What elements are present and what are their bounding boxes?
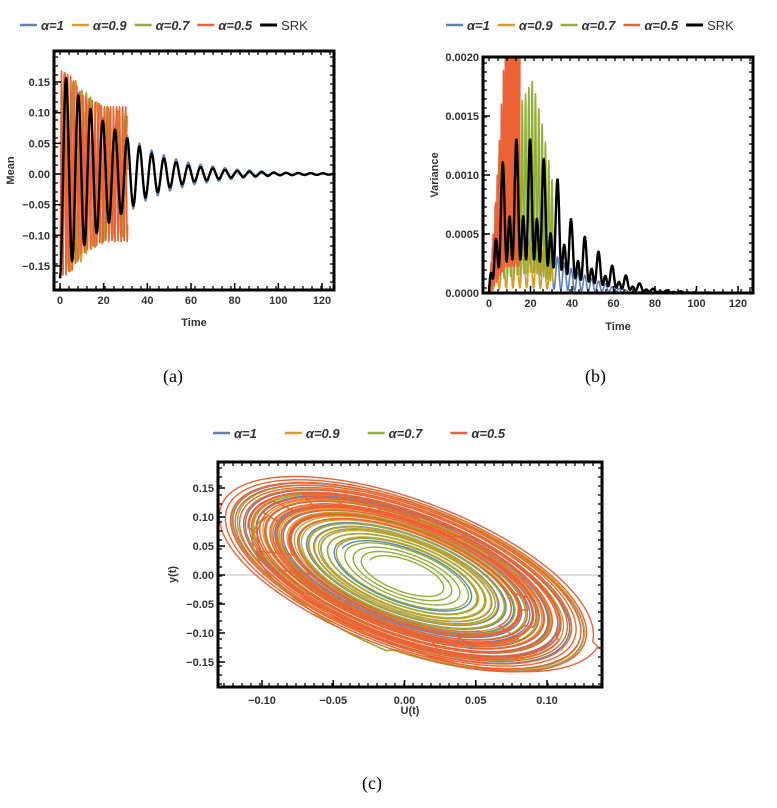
legend-item: α=1	[213, 426, 257, 441]
legend-item: α=1	[446, 18, 490, 33]
y-tick-label: 0.00	[193, 570, 214, 582]
y-axis-label: Mean	[5, 156, 17, 184]
legend-label: α=1	[234, 426, 257, 441]
series-line-05	[218, 475, 599, 673]
legend-item: α=0.5	[197, 18, 253, 33]
y-tick-label: −0.05	[186, 599, 214, 611]
legend: α=1 α=0.9 α=0.7 α=0.5 SRK	[20, 18, 308, 33]
legend-label: α=0.9	[93, 18, 127, 33]
chart-b: 0 20 40 60 80 100 120 0.0000 0.0005 0.0010 0.0015 0…	[429, 18, 755, 333]
series-line-05	[488, 57, 521, 293]
y-tick-label: 0.00	[29, 169, 50, 181]
y-tick-label: −0.10	[186, 628, 214, 640]
x-tick-label: 0.10	[536, 695, 557, 707]
x-tick-label: 60	[185, 295, 197, 307]
legend-item: SRK	[260, 18, 308, 33]
y-tick-label: 0.0020	[445, 52, 479, 64]
series-line-SRK	[58, 77, 334, 279]
legend-item: α=0.9	[71, 18, 127, 33]
x-tick-label: 20	[524, 298, 536, 310]
caption-a: (a)	[163, 366, 183, 386]
y-tick-label: 0.0000	[445, 288, 479, 300]
plot-area	[218, 475, 602, 673]
y-tick-label: −0.15	[22, 261, 50, 273]
y-tick-label: 0.0015	[445, 111, 479, 123]
x-tick-label: 120	[313, 295, 331, 307]
legend: α=1 α=0.9 α=0.7 α=0.5	[213, 426, 506, 441]
legend-item: α=0.7	[367, 426, 423, 441]
x-tick-label: 120	[729, 298, 747, 310]
legend-label: α=0.7	[389, 426, 423, 441]
x-axis-label: Time	[181, 317, 206, 329]
legend-label: α=1	[41, 18, 64, 33]
x-axis-label: U(t)	[401, 705, 420, 717]
legend-label: α=0.9	[519, 18, 553, 33]
chart-c: −0.10 −0.05 0.00 0.05 0.10 −0.15 −0.10 −0.05 0.0…	[167, 426, 604, 717]
x-tick-label: −0.10	[248, 695, 276, 707]
x-tick-label: 60	[607, 298, 619, 310]
y-tick-label: −0.15	[186, 657, 214, 669]
x-tick-label: 80	[649, 298, 661, 310]
legend-label: α=0.7	[582, 18, 616, 33]
legend-label: α=1	[467, 18, 490, 33]
y-tick-label: 0.10	[29, 108, 50, 120]
caption-c: (c)	[362, 773, 382, 793]
x-tick-label: 0	[57, 295, 63, 307]
legend-label: SRK	[281, 18, 308, 33]
x-tick-label: 20	[98, 295, 110, 307]
y-tick-label: 0.15	[29, 77, 50, 89]
legend-item: α=0.7	[560, 18, 616, 33]
y-tick-label: 0.15	[193, 483, 214, 495]
x-axis-label: Time	[605, 321, 630, 333]
x-tick-label: 100	[269, 295, 287, 307]
legend-item: α=1	[20, 18, 64, 33]
legend-item: α=0.9	[497, 18, 553, 33]
legend-label: α=0.9	[306, 426, 340, 441]
legend-label: SRK	[707, 18, 734, 33]
x-tick-label: 40	[141, 295, 153, 307]
x-tick-label: 40	[566, 298, 578, 310]
legend-item: α=0.5	[623, 18, 679, 33]
x-tick-label: −0.05	[319, 695, 347, 707]
legend-label: α=0.5	[471, 426, 505, 441]
y-axis-label: y(t)	[167, 566, 179, 583]
legend-label: α=0.5	[218, 18, 252, 33]
y-tick-label: 0.0010	[445, 170, 479, 182]
legend-item: SRK	[686, 18, 734, 33]
x-tick-label: 0	[486, 298, 492, 310]
plot-area	[487, 57, 753, 293]
series-line-05	[59, 70, 129, 279]
y-tick-label: −0.05	[22, 200, 50, 212]
x-tick-label: 100	[687, 298, 705, 310]
legend-label: α=0.5	[644, 18, 678, 33]
legend-item: α=0.5	[450, 426, 506, 441]
legend-label: α=0.7	[156, 18, 190, 33]
x-tick-label: 0.05	[465, 695, 486, 707]
y-tick-label: 0.05	[193, 541, 214, 553]
legend-item: α=0.7	[134, 18, 190, 33]
caption-b: (b)	[585, 366, 606, 386]
x-tick-label: 0.00	[394, 695, 415, 707]
y-axis-label: Variance	[429, 152, 441, 197]
plot-area	[54, 70, 334, 279]
chart-a: 0 20 40 60 80 100 120 −0.15 −0.10 −0.05 0.00 0.05 0.…	[5, 18, 336, 329]
x-tick-label: 80	[229, 295, 241, 307]
y-tick-label: −0.10	[22, 230, 50, 242]
legend: α=1 α=0.9 α=0.7 α=0.5 SRK	[446, 18, 734, 33]
plot-frame	[52, 49, 336, 292]
y-tick-label: 0.10	[193, 512, 214, 524]
y-tick-label: 0.05	[29, 138, 50, 150]
legend-item: α=0.9	[284, 426, 340, 441]
y-tick-label: 0.0005	[445, 229, 479, 241]
